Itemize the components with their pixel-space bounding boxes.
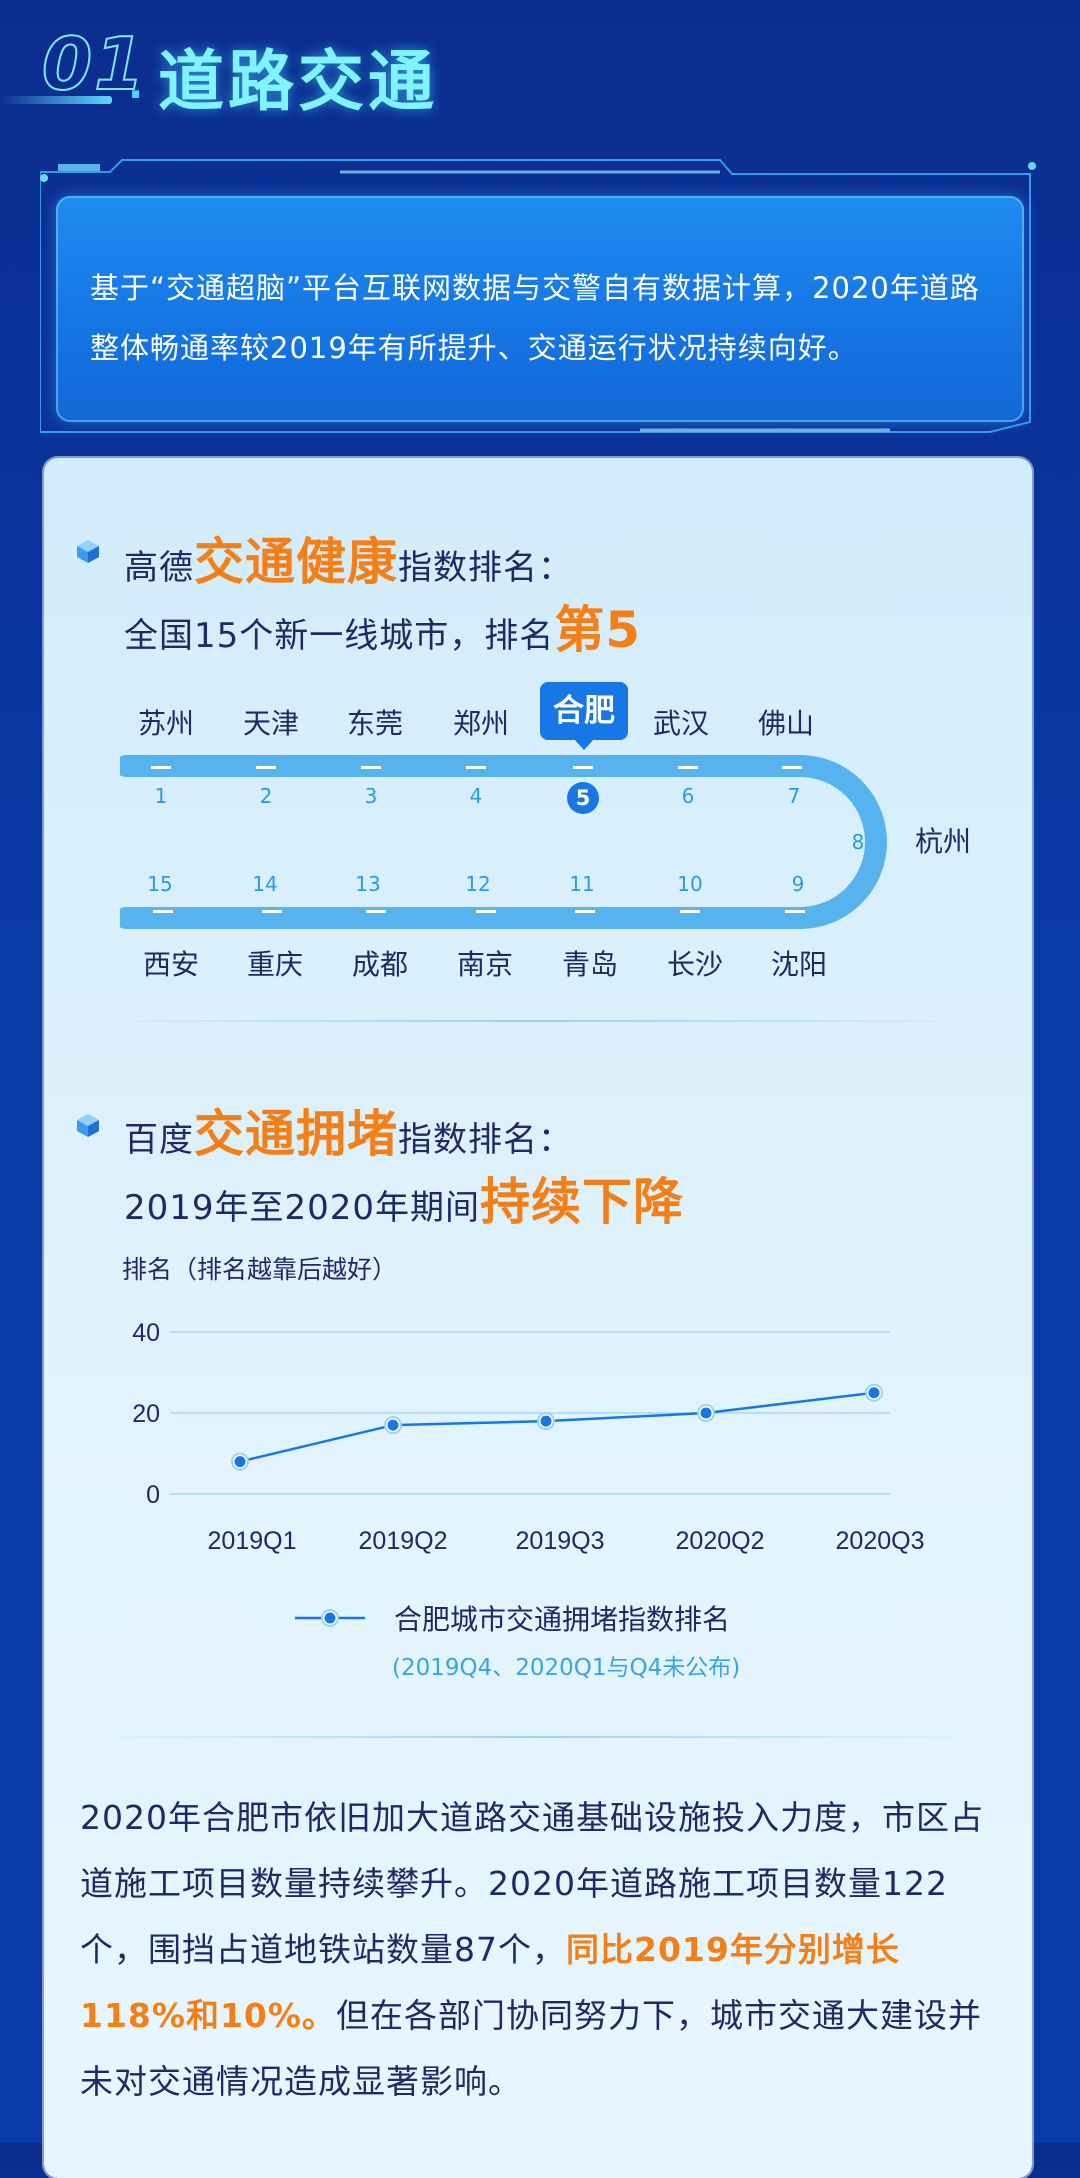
rank-number: 1 [154,784,168,808]
hefei-highlight-badge: 合肥 [540,682,628,740]
hefei-badge-pointer [573,738,595,750]
city-label: 西安 [142,948,199,981]
track-tick [153,910,173,913]
intro-frame-decoration [40,159,1036,433]
content-card [44,458,1032,2178]
cube-icon [77,540,99,563]
section1-rank-highlight: 第5 [554,601,642,659]
summary-paragraph: 2020年合肥市依旧加大道路交通基础设施投入力度，市区占道施工项目数量持续攀升。… [80,1785,1000,2115]
section-title: 道路交通 [158,43,438,120]
track-tick [151,766,171,769]
ranking-track [120,755,887,929]
section2-heading: 百度交通拥堵指数排名： [124,1094,573,1166]
city-label: 东莞 [346,707,403,740]
track-tick [361,766,381,769]
section-number: 01 [41,21,147,107]
rank-number: 13 [355,872,381,896]
chart-legend-label: 合肥城市交通拥堵指数排名 [394,1603,731,1636]
header-underline [0,96,112,104]
track-tick [680,910,700,913]
section-divider [84,1736,984,1738]
city-label: 重庆 [246,948,303,981]
city-label: 天津 [242,707,299,740]
summary-text: 2020年合肥市依旧加大道路交通基础设施投入力度，市区占道施工项目数量持续攀升。… [80,1798,984,1969]
city-label: 杭州 [914,825,971,858]
city-label: 沈阳 [770,948,827,981]
section1-heading: 高德交通健康指数排名： [124,522,573,594]
track-tick [256,766,276,769]
city-label: 佛山 [757,707,814,740]
rank-number: 9 [791,872,805,896]
rank-number: 7 [787,784,801,808]
rank-number: 14 [252,872,278,896]
rank-number: 3 [364,784,378,808]
section-number-dot: . [128,62,144,108]
section1-subheading-prefix: 全国15个新一线城市，排名 [124,616,555,656]
track-tick [366,910,386,913]
section2-heading-prefix: 百度 [124,1120,194,1160]
intro-box [56,196,1024,422]
cube-icon [77,1114,99,1137]
section1-heading-suffix: 指数排名： [398,548,573,588]
rank-number: 11 [569,872,595,896]
summary-highlight: 同比2019年分别增长118%和10%。 [80,1930,900,2035]
highlight-rank-dot: 5 [567,782,599,814]
rank-number: 2 [259,784,273,808]
track-tick [262,910,282,913]
track-tick [678,766,698,769]
intro-text: 基于“交通超脑”平台互联网数据与交警自有数据计算，2020年道路整体畅通率较20… [90,271,980,365]
city-label: 武汉 [652,707,709,740]
section-divider [84,1020,984,1022]
track-tick [466,766,486,769]
city-label: 郑州 [452,707,509,740]
rank-number: 12 [465,872,491,896]
chart-ylabel: 排名（排名越靠后越好） [122,1255,398,1284]
track-tick [573,766,593,769]
track-tick [575,910,595,913]
rank-number: 6 [681,784,695,808]
section1-heading-prefix: 高德 [124,548,194,588]
section2-subheading-prefix: 2019年至2020年期间 [124,1188,481,1228]
city-label: 南京 [456,948,513,981]
city-label: 长沙 [666,948,723,981]
rank-number: 10 [677,872,703,896]
rank-number: 15 [147,872,173,896]
city-label: 青岛 [561,948,618,981]
section2-heading-suffix: 指数排名： [398,1120,573,1160]
rank-number: 4 [469,784,483,808]
section2-trend-highlight: 持续下降 [480,1173,685,1231]
city-label: 成都 [351,948,408,981]
track-tick [476,910,496,913]
rank-number: 8 [851,830,865,854]
section2-heading-highlight: 交通拥堵 [194,1105,398,1163]
section1-subheading: 全国15个新一线城市，排名第5 [124,590,641,662]
summary-text: 但在各部门协同努力下，城市交通大建设并未对交通情况造成显著影响。 [80,1996,982,2101]
section1-heading-highlight: 交通健康 [194,533,398,591]
section2-subheading: 2019年至2020年期间持续下降 [124,1162,684,1234]
city-label: 苏州 [137,707,194,740]
track-tick [782,766,802,769]
chart-note: (2019Q4、2020Q1与Q4未公布) [392,1655,741,1681]
track-tick [785,910,805,913]
